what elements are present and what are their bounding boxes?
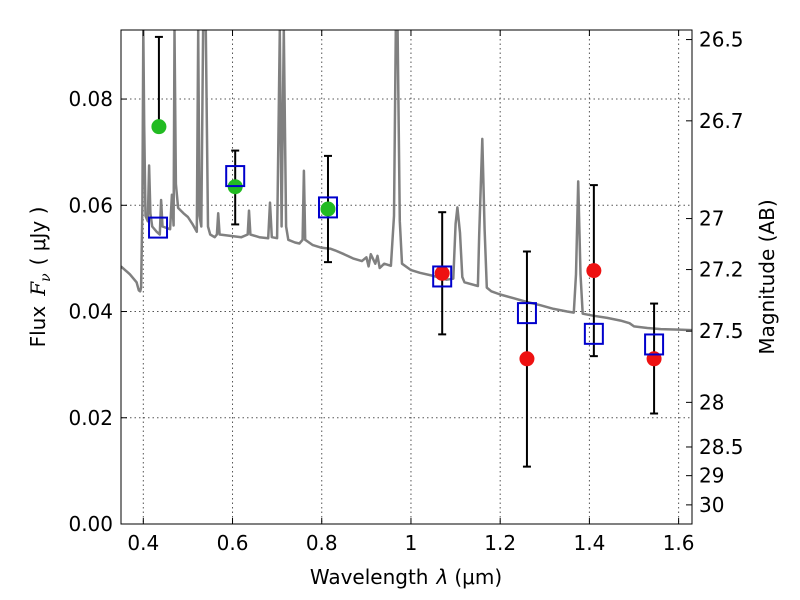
y2-tick-label: 27.5 bbox=[699, 319, 744, 343]
x-axis-label: Wavelength λ (μm) bbox=[310, 565, 502, 589]
y2-tick-label: 30 bbox=[699, 493, 724, 517]
tick-layer: 0.4 0.6 0.8 1 1.2 1.4 1.6 0.00 0.02 0.04 0.06 0.08 2… bbox=[68, 28, 743, 555]
x-tick-label: 1.6 bbox=[663, 531, 695, 555]
y-tick-label: 0.06 bbox=[68, 193, 113, 217]
observed-flux-point bbox=[519, 351, 535, 367]
y-tick-label: 0.00 bbox=[68, 512, 113, 536]
model-photometry-square bbox=[644, 333, 665, 356]
y2-tick-label: 29 bbox=[699, 464, 724, 488]
x-tick-label: 0.6 bbox=[217, 531, 249, 555]
observed-flux-point bbox=[151, 119, 167, 135]
y2-tick-label: 26.7 bbox=[699, 109, 744, 133]
y2-tick-label: 28 bbox=[699, 390, 724, 414]
model-photometry-square bbox=[432, 265, 453, 288]
model-spectrum-line bbox=[121, 30, 692, 332]
x-tick-label: 0.4 bbox=[127, 531, 159, 555]
y2-tick-label: 27 bbox=[699, 207, 724, 231]
y-tick-label: 0.08 bbox=[68, 87, 113, 111]
y2-tick-label: 26.5 bbox=[699, 28, 744, 52]
y-axis-label: FluxFν( μJy ) bbox=[26, 207, 54, 348]
model-photometry-square bbox=[317, 196, 338, 219]
marker-layer bbox=[148, 119, 665, 367]
y2-axis-label: Magnitude (AB) bbox=[755, 199, 779, 354]
observed-flux-point bbox=[586, 263, 602, 279]
model-photometry-square bbox=[148, 216, 169, 239]
spectrum-layer bbox=[121, 30, 692, 332]
x-tick-label: 1.2 bbox=[484, 531, 516, 555]
y2-tick-label: 27.2 bbox=[699, 258, 744, 282]
observed-flux-point bbox=[434, 265, 450, 281]
plot-frame bbox=[120, 29, 693, 525]
y-tick-label: 0.02 bbox=[68, 406, 113, 430]
x-tick-label: 1 bbox=[405, 531, 418, 555]
y2-tick-label: 28.5 bbox=[699, 435, 744, 459]
x-tick-label: 0.8 bbox=[306, 531, 338, 555]
model-photometry-square bbox=[516, 302, 537, 325]
x-tick-label: 1.4 bbox=[573, 531, 605, 555]
y-tick-label: 0.04 bbox=[68, 300, 113, 324]
observed-flux-point bbox=[320, 201, 336, 217]
model-photometry-square bbox=[225, 165, 246, 188]
model-photometry-square bbox=[583, 322, 604, 345]
